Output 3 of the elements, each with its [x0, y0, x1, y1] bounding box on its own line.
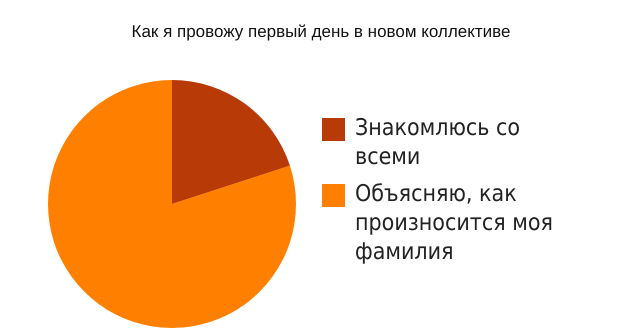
legend-label: Объясняю, как произносится моя фамилия — [355, 180, 554, 267]
legend-label: Знакомлюсь со всеми — [355, 114, 522, 172]
chart-title: Как я провожу первый день в новом коллективе — [130, 22, 512, 42]
